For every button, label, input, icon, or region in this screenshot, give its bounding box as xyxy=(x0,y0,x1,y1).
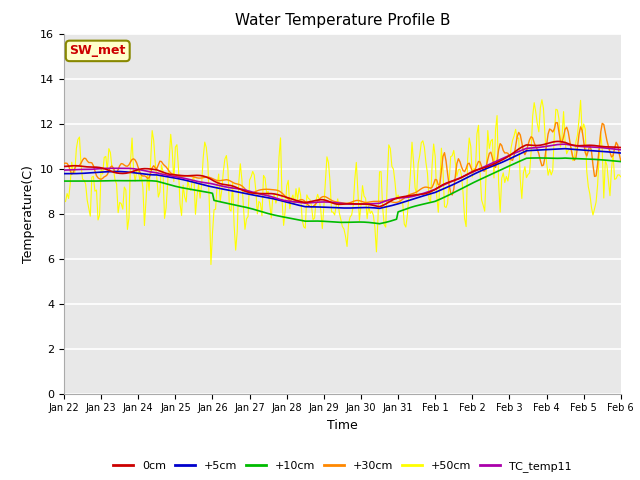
+5cm xyxy=(410,196,417,202)
TC_temp11 xyxy=(351,201,358,207)
+10cm xyxy=(76,178,83,184)
TC_temp11 xyxy=(76,167,83,172)
+50cm xyxy=(538,97,546,103)
+50cm xyxy=(617,174,625,180)
+30cm xyxy=(308,204,316,210)
+5cm xyxy=(376,205,383,211)
+10cm xyxy=(164,181,172,187)
X-axis label: Time: Time xyxy=(327,419,358,432)
TC_temp11 xyxy=(397,195,405,201)
Y-axis label: Temperature(C): Temperature(C) xyxy=(22,165,35,263)
+5cm xyxy=(550,146,558,152)
TC_temp11 xyxy=(164,172,172,178)
+5cm xyxy=(379,205,387,211)
+5cm xyxy=(561,146,569,152)
+5cm xyxy=(617,150,625,156)
+50cm xyxy=(60,199,68,204)
0cm xyxy=(554,139,561,144)
+30cm xyxy=(379,198,387,204)
+5cm xyxy=(397,200,405,206)
+50cm xyxy=(207,262,215,267)
+30cm xyxy=(410,191,417,196)
+30cm xyxy=(164,166,172,172)
0cm xyxy=(550,139,558,144)
+10cm xyxy=(617,159,625,165)
+50cm xyxy=(410,159,417,165)
TC_temp11 xyxy=(617,147,625,153)
+10cm xyxy=(397,208,405,214)
Legend: 0cm, +5cm, +10cm, +30cm, +50cm, TC_temp11: 0cm, +5cm, +10cm, +30cm, +50cm, TC_temp1… xyxy=(109,457,576,477)
+10cm xyxy=(60,178,68,184)
+5cm xyxy=(76,170,83,176)
+10cm xyxy=(376,221,383,227)
+10cm xyxy=(379,220,387,226)
+50cm xyxy=(164,180,172,186)
+30cm xyxy=(60,161,68,167)
TC_temp11 xyxy=(550,142,558,148)
+50cm xyxy=(76,134,83,140)
+50cm xyxy=(379,204,387,210)
+30cm xyxy=(550,126,558,132)
TC_temp11 xyxy=(379,199,387,205)
0cm xyxy=(397,194,405,200)
0cm xyxy=(164,171,172,177)
Line: 0cm: 0cm xyxy=(64,142,621,206)
+50cm xyxy=(397,200,405,205)
+10cm xyxy=(410,204,417,209)
TC_temp11 xyxy=(410,193,417,199)
+5cm xyxy=(164,174,172,180)
+5cm xyxy=(60,171,68,177)
+30cm xyxy=(552,120,559,125)
+30cm xyxy=(617,158,625,164)
+10cm xyxy=(552,156,559,161)
Line: +5cm: +5cm xyxy=(64,149,621,208)
+10cm xyxy=(535,155,543,161)
Line: +30cm: +30cm xyxy=(64,122,621,207)
TC_temp11 xyxy=(60,167,68,173)
0cm xyxy=(379,203,387,208)
Text: SW_met: SW_met xyxy=(70,44,126,58)
Line: TC_temp11: TC_temp11 xyxy=(64,144,621,204)
+50cm xyxy=(552,107,559,112)
0cm xyxy=(410,192,417,198)
0cm xyxy=(76,163,83,169)
Line: +50cm: +50cm xyxy=(64,100,621,264)
0cm xyxy=(376,204,383,209)
+30cm xyxy=(397,197,405,203)
Title: Water Temperature Profile B: Water Temperature Profile B xyxy=(235,13,450,28)
+30cm xyxy=(76,163,83,168)
Line: +10cm: +10cm xyxy=(64,158,621,224)
TC_temp11 xyxy=(561,141,569,147)
0cm xyxy=(60,164,68,169)
0cm xyxy=(617,144,625,150)
